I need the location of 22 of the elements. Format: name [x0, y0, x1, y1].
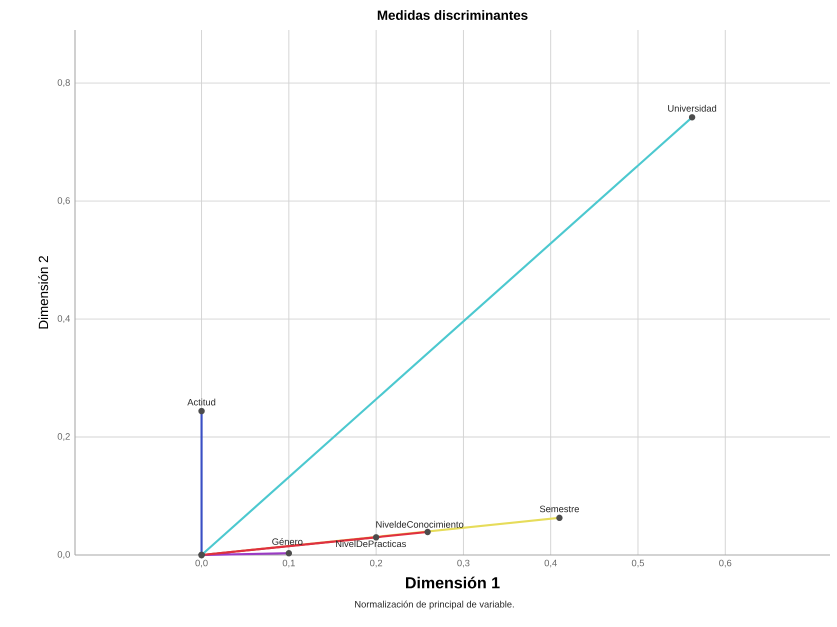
y-tick-label: 0,8 — [58, 79, 70, 87]
x-tick-label: 0,2 — [370, 560, 382, 568]
series-label: Semestre — [540, 506, 579, 512]
text: Normalización de principal de variable. — [355, 600, 514, 610]
series-label: Actitud — [187, 398, 216, 406]
x-tick-label: 0,6 — [719, 560, 732, 568]
series-label: NivelDePracticas — [336, 540, 406, 548]
x-tick-label: 0,0 — [195, 560, 208, 568]
y-tick-label: 0,4 — [58, 315, 70, 323]
chart-title: Medidas discriminantes — [378, 10, 528, 20]
series-label: Universidad — [668, 104, 716, 112]
y-tick-label: 0,0 — [58, 551, 70, 559]
x-tick-label: 0,3 — [457, 560, 470, 568]
x-tick-label: 0,5 — [632, 560, 644, 568]
x-tick-label: 0,4 — [544, 560, 557, 568]
x-axis-title: Dimensión 1 — [406, 576, 500, 588]
series-label: NiveldeConocimiento — [376, 520, 464, 528]
series-label: Género — [272, 538, 303, 545]
y-tick-label: 0,2 — [58, 433, 70, 441]
y-axis-title: Dimensión 2 — [38, 256, 48, 328]
y-tick-label: 0,6 — [58, 197, 70, 205]
x-tick-label: 0,1 — [282, 560, 295, 568]
